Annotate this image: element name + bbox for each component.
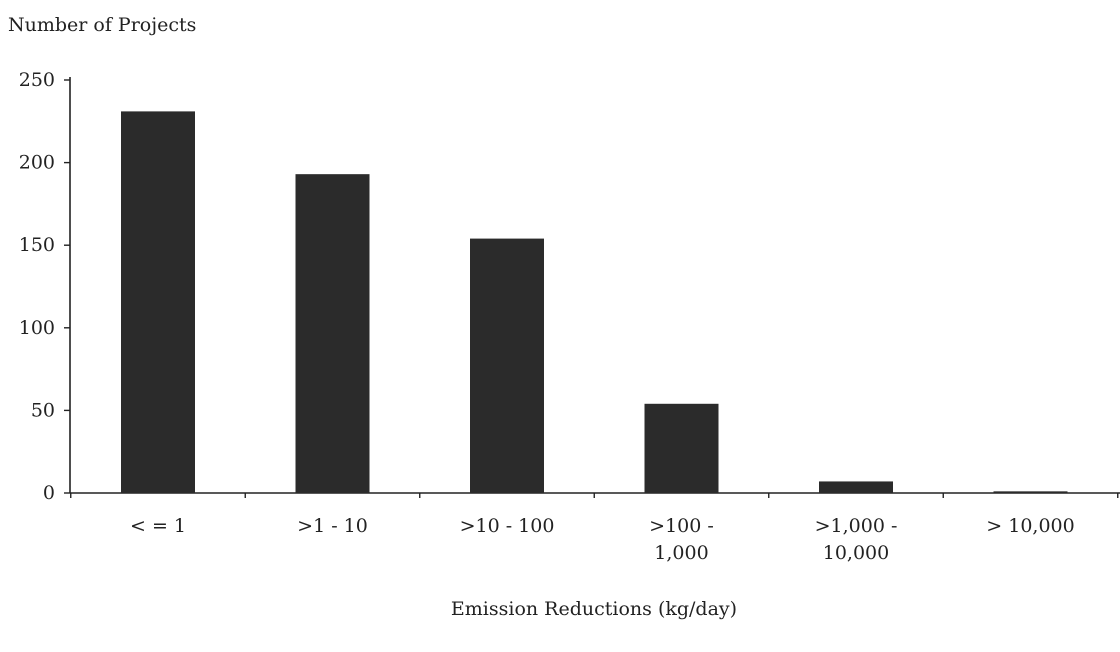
bars <box>121 111 1068 493</box>
x-category-label-line: >10 - 100 <box>460 515 555 537</box>
y-tick-label: 100 <box>19 317 55 339</box>
x-category-label-line: >100 - <box>649 515 714 537</box>
bar <box>121 111 195 493</box>
y-axis-label: Number of Projects <box>8 14 196 36</box>
x-category-label: >10 - 100 <box>460 515 555 537</box>
x-category-label-line: > 10,000 <box>986 515 1074 537</box>
x-category-label: >1,000 - 10,000 <box>815 515 898 564</box>
x-category-label-line: >1,000 - <box>815 515 898 537</box>
bar <box>819 481 893 493</box>
x-category-label: >100 - 1,000 <box>649 515 714 564</box>
x-category-label-line: 10,000 <box>823 542 889 564</box>
y-ticks: 0 50 100 150 200 250 <box>19 69 70 504</box>
x-ticks <box>70 493 1119 498</box>
y-tick-label: 250 <box>19 69 55 91</box>
y-tick-label: 0 <box>43 482 55 504</box>
bar <box>644 403 719 493</box>
bar <box>993 491 1068 493</box>
bar <box>470 238 544 493</box>
x-category-label: > 10,000 <box>986 515 1074 537</box>
y-tick-label: 150 <box>19 234 55 256</box>
x-category-label-line: < = 1 <box>130 515 186 537</box>
y-tick-label: 50 <box>31 399 55 421</box>
x-category-label-line: >1 - 10 <box>297 515 368 537</box>
bar <box>295 174 370 493</box>
category-labels: < = 1 >1 - 10 >10 - 100 >100 - 1,000 >1,000 -… <box>130 515 1075 564</box>
x-category-label: < = 1 <box>130 515 186 537</box>
x-category-label-line: 1,000 <box>654 542 708 564</box>
x-category-label: >1 - 10 <box>297 515 368 537</box>
x-axis-label: Emission Reductions (kg/day) <box>451 598 737 620</box>
y-tick-label: 200 <box>19 152 55 174</box>
